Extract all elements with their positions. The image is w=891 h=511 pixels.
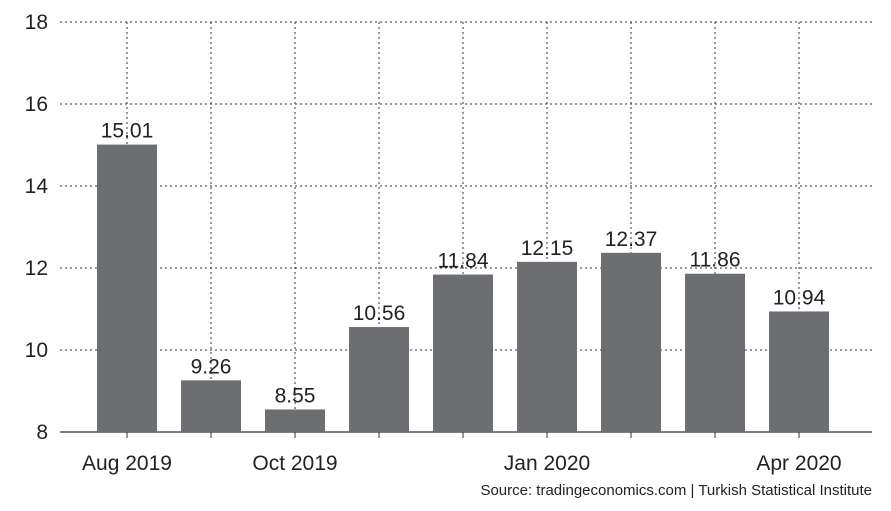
data-label: 12.37 — [605, 228, 658, 251]
x-axis: Aug 2019 Oct 2019 Jan 2020 Apr 2020 — [82, 432, 842, 475]
x-tick-label: Apr 2020 — [756, 452, 841, 475]
data-label: 10.94 — [773, 286, 826, 309]
bar — [433, 274, 493, 432]
bar — [769, 311, 829, 432]
y-tick-label: 16 — [25, 93, 48, 116]
data-label: 11.84 — [438, 250, 489, 273]
bar — [517, 261, 577, 432]
data-label: 12.15 — [521, 237, 574, 260]
y-tick-label: 12 — [25, 257, 48, 280]
bar — [181, 380, 241, 432]
y-axis: 8 10 12 14 16 18 — [25, 11, 49, 444]
bar — [97, 144, 157, 432]
bar — [265, 409, 325, 432]
bar — [685, 273, 745, 432]
x-tick-label: Aug 2019 — [82, 452, 172, 475]
y-tick-label: 10 — [25, 339, 48, 362]
y-tick-label: 18 — [25, 11, 48, 34]
bar — [349, 327, 409, 432]
data-label: 11.86 — [690, 249, 741, 272]
x-tick-label: Jan 2020 — [504, 452, 590, 475]
data-label: 8.55 — [275, 384, 316, 407]
y-tick-label: 8 — [36, 421, 48, 444]
y-tick-label: 14 — [25, 175, 49, 198]
bars — [97, 144, 829, 432]
data-label: 9.26 — [191, 355, 232, 378]
x-tick-label: Oct 2019 — [252, 452, 337, 475]
data-labels: 15.01 9.26 8.55 10.56 11.84 12.15 12.37 11.86 10… — [101, 120, 826, 408]
bar — [601, 252, 661, 432]
source-label: Source: tradingeconomics.com | Turkish S… — [480, 482, 872, 499]
data-label: 10.56 — [353, 302, 406, 325]
data-label: 15.01 — [101, 120, 154, 143]
